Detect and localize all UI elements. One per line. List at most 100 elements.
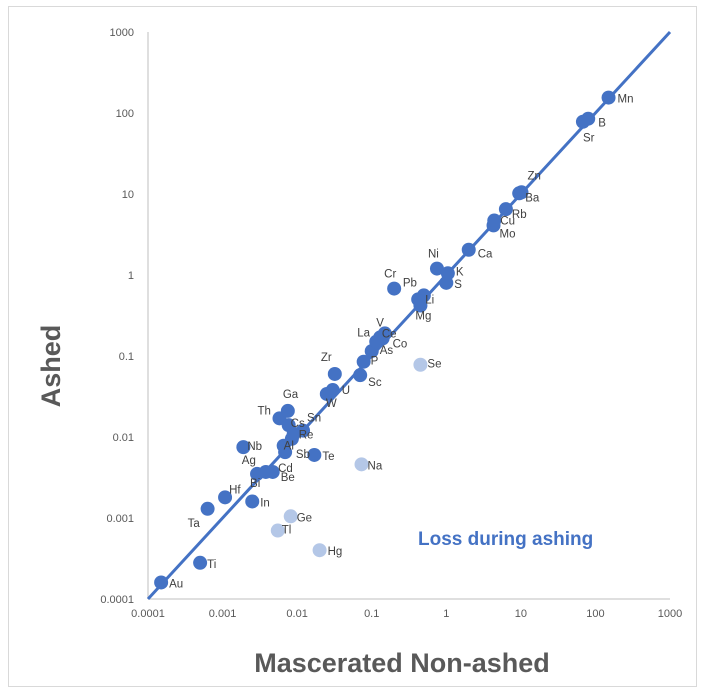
point-rb	[498, 202, 513, 217]
y-tick-label-3: 0.1	[119, 351, 134, 363]
point-label-th: Th	[258, 405, 271, 417]
point-ti	[193, 555, 208, 570]
point-label-mg: Mg	[415, 311, 431, 323]
point-label-cu: Cu	[500, 216, 515, 228]
point-label-mn: Mn	[618, 94, 634, 106]
x-tick-label-4: 1	[443, 608, 449, 620]
point-cr	[387, 281, 402, 296]
point-label-ba: Ba	[525, 192, 540, 204]
point-label-li: Li	[425, 294, 434, 306]
point-ta	[200, 501, 215, 516]
point-label-co: Co	[393, 338, 408, 350]
point-te	[307, 447, 322, 462]
point-pb	[416, 288, 431, 303]
x-tick-label-0: 0.0001	[131, 608, 165, 620]
point-v	[373, 330, 388, 345]
point-label-sb: Sb	[296, 449, 310, 461]
point-label-be: Be	[281, 472, 295, 484]
point-p	[356, 354, 371, 369]
point-label-sn: Sn	[307, 413, 321, 425]
y-tick-label-7: 1000	[110, 27, 134, 39]
point-label-rb: Rb	[512, 209, 527, 221]
point-label-hf: Hf	[229, 484, 241, 496]
point-se	[413, 357, 428, 372]
point-label-cr: Cr	[384, 269, 396, 281]
point-label-nb: Nb	[247, 441, 262, 453]
axes: 0.0001 0.001 0.01 0.1 1 10 100 1000 0.0001 0.001 0…	[100, 27, 682, 620]
point-label-al: Al	[284, 441, 294, 453]
point-au	[154, 575, 169, 590]
point-label-as: As	[380, 345, 394, 357]
point-label-ca: Ca	[478, 249, 493, 261]
point-label-k: K	[456, 266, 464, 278]
x-tick-label-7: 1000	[658, 608, 682, 620]
point-sb	[284, 431, 299, 446]
point-na	[354, 457, 369, 472]
y-tick-label-6: 100	[116, 108, 134, 120]
x-tick-label-6: 100	[586, 608, 604, 620]
point-ag	[258, 464, 273, 479]
point-label-ga: Ga	[283, 389, 299, 401]
point-label-sr: Sr	[583, 133, 595, 145]
point-label-re: Re	[299, 430, 314, 442]
point-hg	[312, 543, 327, 558]
x-tick-label-5: 10	[515, 608, 527, 620]
point-label-ce: Ce	[382, 328, 397, 340]
point-label-ni: Ni	[428, 249, 439, 261]
chart-frame	[8, 6, 697, 687]
y-tick-label-2: 0.01	[113, 432, 134, 444]
x-tick-label-1: 0.001	[209, 608, 237, 620]
point-label-zr: Zr	[321, 352, 332, 364]
point-label-s: S	[454, 279, 462, 291]
point-label-u: U	[342, 385, 350, 397]
y-axis-title: Ashed	[36, 325, 66, 408]
point-nb	[236, 440, 251, 455]
point-ge	[283, 509, 298, 524]
point-u	[325, 383, 340, 398]
point-mn	[601, 90, 616, 105]
point-label-la: La	[357, 328, 370, 340]
point-label-au: Au	[169, 578, 183, 590]
point-label-zn: Zn	[527, 170, 540, 182]
point-b	[581, 111, 596, 126]
point-label-b: B	[598, 118, 606, 130]
point-ni	[429, 261, 444, 276]
point-label-pb: Pb	[403, 277, 417, 289]
point-label-hg: Hg	[328, 546, 343, 558]
annotation-loss-during-ashing: Loss during ashing	[418, 529, 593, 550]
point-zr	[327, 366, 342, 381]
point-label-sc: Sc	[368, 377, 382, 389]
y-tick-label-1: 0.001	[106, 513, 134, 525]
point-label-tl: Tl	[282, 525, 292, 537]
point-label-in: In	[260, 497, 270, 509]
point-label-p: P	[371, 356, 379, 368]
points-layer	[154, 90, 616, 590]
point-zn	[514, 185, 529, 200]
point-label-mo: Mo	[500, 228, 516, 240]
x-tick-label-2: 0.01	[286, 608, 307, 620]
x-axis-title: Mascerated Non-ashed	[254, 648, 550, 678]
point-label-bi: Bi	[250, 478, 260, 490]
point-k	[440, 266, 455, 281]
point-label-se: Se	[427, 359, 441, 371]
point-ga	[280, 403, 295, 418]
point-label-cd: Cd	[278, 463, 293, 475]
point-tl	[270, 523, 285, 538]
point-label-w: W	[326, 398, 337, 410]
point-hf	[218, 490, 233, 505]
y-tick-label-4: 1	[128, 270, 134, 282]
point-label-ge: Ge	[297, 512, 312, 524]
point-label-ag: Ag	[242, 455, 256, 467]
point-label-v: V	[376, 317, 384, 329]
point-label-ta: Ta	[188, 518, 201, 530]
point-sc	[353, 368, 368, 383]
point-ca	[461, 242, 476, 257]
point-cu	[487, 213, 502, 228]
point-label-cs: Cs	[291, 418, 305, 430]
y-tick-label-0: 0.0001	[100, 594, 134, 606]
point-label-te: Te	[322, 451, 334, 463]
point-label-ti: Ti	[207, 559, 216, 571]
y-tick-label-5: 10	[122, 189, 134, 201]
